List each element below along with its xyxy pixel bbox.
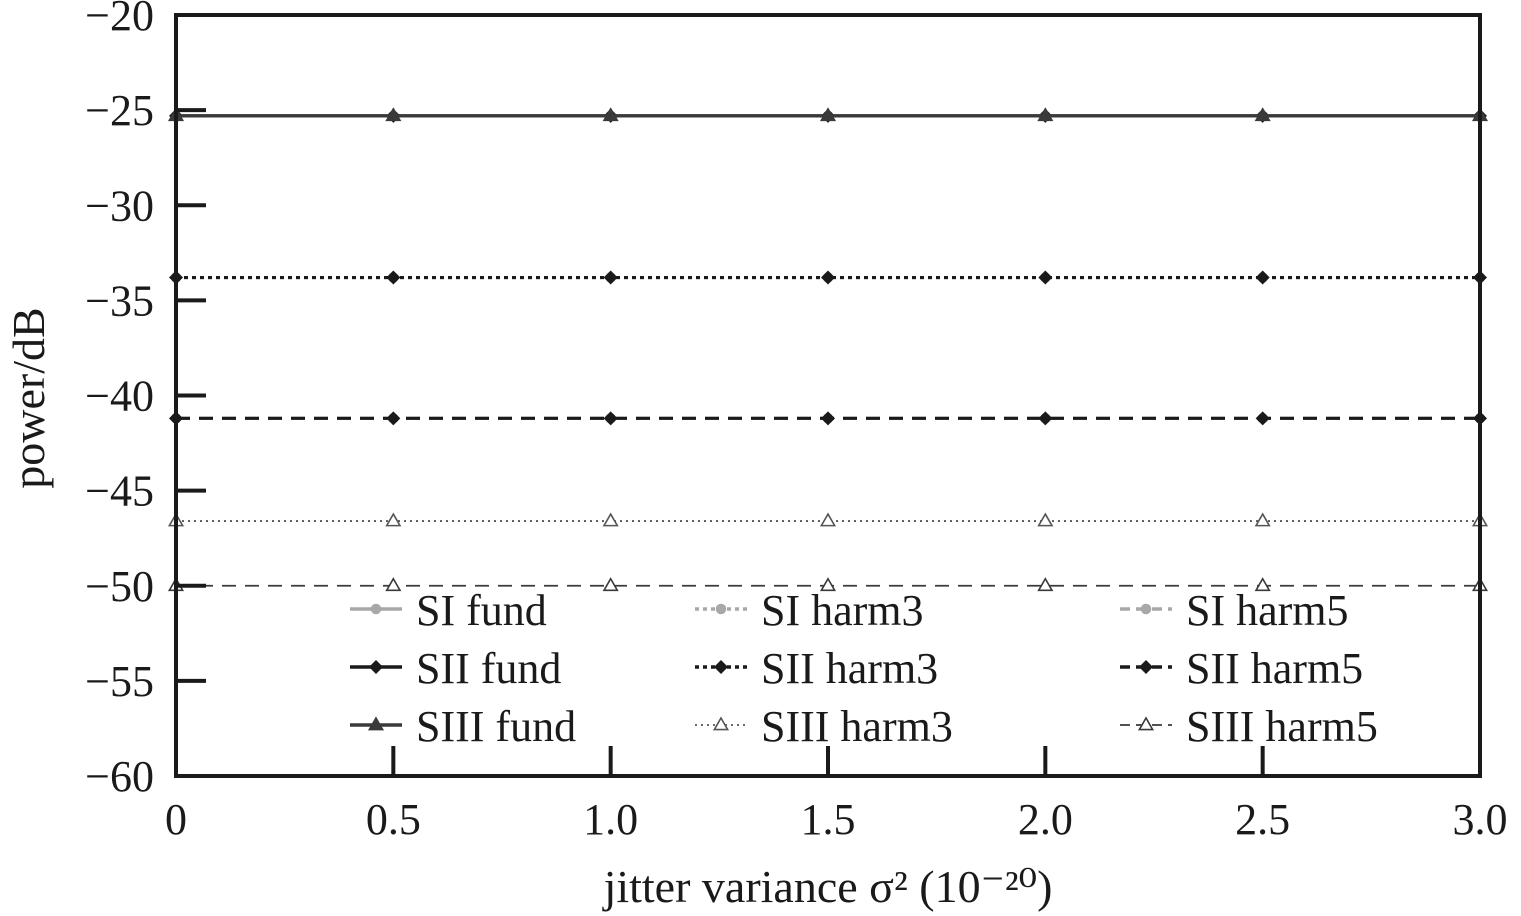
data-point <box>385 577 402 592</box>
series-siii-fund <box>167 107 1489 122</box>
data-point <box>821 411 835 426</box>
legend-label: SIII harm3 <box>761 702 953 751</box>
y-tick-label: −25 <box>85 86 154 135</box>
y-tick-label: −45 <box>85 467 154 516</box>
legend-item: SII fund <box>350 644 561 693</box>
data-point <box>1254 512 1271 527</box>
legend-item: SII harm5 <box>1120 644 1363 693</box>
data-point <box>1255 270 1270 285</box>
data-point <box>603 270 618 285</box>
legend-label: SIII fund <box>416 702 576 751</box>
legend-item: SIII harm5 <box>1120 702 1378 751</box>
series-sii-harm5 <box>169 411 1487 426</box>
x-tick-label: 1.5 <box>801 795 856 844</box>
legend-label: SII harm5 <box>1186 644 1363 693</box>
series-layer <box>167 107 1489 592</box>
y-tick-label: −55 <box>85 657 154 706</box>
legend: SI fund SII fund SIII fund SI harm3 SII harm… <box>350 586 1378 751</box>
legend-label: SI harm3 <box>761 586 924 635</box>
legend-item: SI harm5 <box>1120 586 1349 635</box>
legend-item: SII harm3 <box>695 644 938 693</box>
x-tick-label: 0.5 <box>366 795 421 844</box>
legend-marker <box>714 660 728 674</box>
data-point <box>602 577 619 592</box>
data-point <box>602 512 619 527</box>
data-point <box>386 270 401 285</box>
legend-item: SIII fund <box>350 702 576 751</box>
legend-item: SI fund <box>350 586 547 635</box>
series-siii-harm3 <box>167 512 1489 527</box>
data-point <box>386 411 401 426</box>
legend-marker <box>370 603 382 615</box>
x-tick-label: 2.0 <box>1018 795 1073 844</box>
legend-label: SI harm5 <box>1186 586 1349 635</box>
data-point <box>1255 411 1270 426</box>
data-point <box>821 270 835 285</box>
series-siii-harm5 <box>167 577 1489 592</box>
data-point <box>1037 512 1054 527</box>
data-point <box>819 577 837 592</box>
y-axis-label: power/dB <box>3 307 54 488</box>
series-sii-harm3 <box>169 270 1487 285</box>
legend-marker <box>715 603 727 615</box>
legend-label: SI fund <box>416 586 547 635</box>
legend-marker <box>369 660 383 674</box>
y-tick-label: −50 <box>85 562 154 611</box>
x-axis-label: jitter variance σ² (10⁻²⁰) <box>602 861 1053 912</box>
x-tick-label: 0 <box>165 795 187 844</box>
x-tick-label: 3.0 <box>1453 795 1508 844</box>
data-point <box>819 107 837 122</box>
y-tick-label: −30 <box>85 181 154 230</box>
data-point <box>1254 577 1271 592</box>
data-point <box>1037 107 1054 122</box>
legend-label: SII fund <box>416 644 561 693</box>
legend-marker <box>712 716 730 731</box>
legend-marker <box>1137 716 1155 731</box>
data-point <box>1254 107 1271 122</box>
data-point <box>1038 411 1053 426</box>
legend-marker <box>1139 660 1153 674</box>
x-tick-label: 1.0 <box>583 795 638 844</box>
y-tick-label: −60 <box>85 752 154 801</box>
y-tick-label: −35 <box>85 276 154 325</box>
data-point <box>602 107 619 122</box>
legend-label: SII harm3 <box>761 644 938 693</box>
data-point <box>385 512 402 527</box>
legend-item: SIII harm3 <box>695 702 953 751</box>
y-tick-label: −20 <box>85 0 154 40</box>
y-tick-label: −40 <box>85 372 154 421</box>
data-point <box>603 411 618 426</box>
legend-marker <box>1140 603 1152 615</box>
data-point <box>1037 577 1054 592</box>
x-tick-label: 2.5 <box>1235 795 1290 844</box>
data-point <box>385 107 402 122</box>
legend-label: SIII harm5 <box>1186 702 1378 751</box>
axes-layer: 0 0.5 1.0 1.5 2.0 2.5 3.0 −20 −25 −30 −35 −40 −45 −50… <box>85 0 1507 844</box>
data-point <box>819 512 837 527</box>
legend-item: SI harm3 <box>695 586 924 635</box>
legend-marker <box>367 716 385 731</box>
data-point <box>1038 270 1053 285</box>
